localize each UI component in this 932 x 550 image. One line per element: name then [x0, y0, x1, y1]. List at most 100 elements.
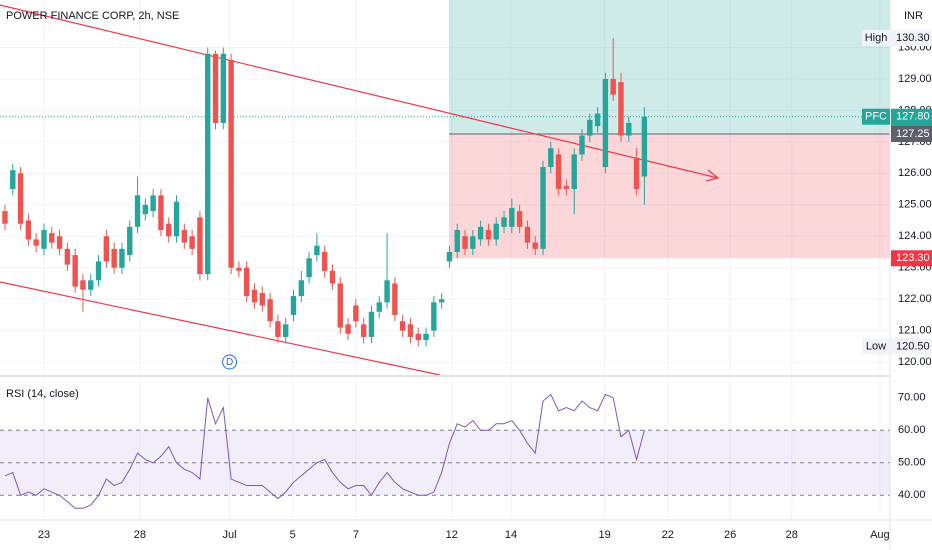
- rsi-tick-label: 50.00: [898, 457, 926, 469]
- candle-body: [173, 201, 180, 237]
- candle-body: [298, 280, 304, 297]
- candle-body: [337, 283, 343, 328]
- candle-body: [49, 233, 55, 243]
- x-tick-label: 22: [662, 529, 674, 541]
- candle-body: [33, 239, 39, 246]
- price-label-box: [891, 30, 932, 47]
- candle-body: [524, 226, 531, 243]
- target-zone: [449, 0, 890, 135]
- candle-body: [579, 135, 585, 155]
- candle-body: [282, 324, 289, 337]
- candle-body: [321, 251, 328, 271]
- candle-body: [197, 217, 203, 275]
- candle-body: [166, 223, 172, 237]
- candle-body: [306, 258, 312, 278]
- price-name-box: [862, 30, 890, 47]
- candle-body: [251, 289, 258, 303]
- candle-body: [368, 311, 375, 337]
- candle-body: [236, 267, 242, 271]
- candle-body: [17, 173, 24, 224]
- rsi-tick-label: 60.00: [898, 424, 926, 436]
- candle-body: [470, 236, 476, 249]
- candle-body: [407, 324, 414, 337]
- y-tick-label: 129.00: [898, 73, 932, 85]
- x-tick-label: Jul: [223, 529, 237, 541]
- candle-body: [399, 321, 406, 331]
- candle-body: [228, 60, 234, 268]
- candle-body: [142, 204, 149, 215]
- candle-body: [415, 333, 421, 341]
- candle-body: [103, 236, 110, 262]
- x-tick-label: 5: [290, 529, 296, 541]
- candle-body: [571, 154, 577, 190]
- candle-body: [64, 248, 71, 265]
- candle-body: [95, 261, 102, 281]
- candle-body: [212, 53, 219, 124]
- x-tick-label: 7: [353, 529, 359, 541]
- chart-title: POWER FINANCE CORP, 2h, NSE: [6, 10, 179, 22]
- candle-body: [259, 292, 266, 306]
- rsi-tick-label: 70.00: [898, 392, 926, 404]
- candle-body: [10, 170, 16, 190]
- candle-body: [485, 229, 492, 240]
- candle-body: [618, 82, 624, 136]
- candle-body: [602, 78, 609, 168]
- candle-body: [72, 255, 78, 287]
- candle-body: [127, 226, 133, 256]
- candle-body: [360, 324, 367, 337]
- candle-body: [189, 236, 195, 249]
- price-label-box: [891, 338, 932, 355]
- rsi-tick-label: 40.00: [898, 489, 926, 501]
- candle-body: [275, 321, 281, 337]
- price-name-box: [862, 338, 890, 355]
- candle-body: [516, 211, 523, 227]
- candle-body: [290, 296, 297, 315]
- candle-body: [532, 242, 538, 249]
- rsi-title: RSI (14, close): [6, 388, 79, 400]
- marks-layer: D: [0, 4, 720, 509]
- candle-body: [501, 217, 507, 227]
- candle-body: [150, 195, 156, 212]
- x-tick-label: 12: [446, 529, 458, 541]
- stop-zone: [449, 134, 890, 259]
- price-label: 127.25: [896, 128, 930, 140]
- price-name: Low: [866, 340, 886, 352]
- price-name: High: [865, 32, 888, 44]
- candle-body: [555, 154, 562, 190]
- candle-body: [594, 113, 601, 127]
- candle-body: [446, 251, 453, 262]
- candle-body: [345, 324, 351, 334]
- event-marker-text: D: [226, 357, 233, 368]
- price-label: 123.30: [896, 252, 930, 264]
- y-tick-label: 125.00: [898, 199, 932, 211]
- rsi-line: [4, 393, 645, 509]
- price-label: 127.80: [896, 111, 930, 123]
- x-tick-label: 28: [134, 529, 146, 541]
- x-tick-label: 14: [505, 529, 517, 541]
- candle-body: [41, 229, 47, 249]
- x-tick-label: 28: [786, 529, 798, 541]
- candle-body: [454, 229, 460, 252]
- trend-line-lower: [0, 281, 441, 376]
- price-name: PFC: [865, 111, 887, 123]
- y-tick-label: 122.00: [898, 293, 932, 305]
- y-tick-label: 120.00: [898, 356, 932, 368]
- candle-body: [2, 211, 8, 224]
- candle-body: [633, 157, 640, 190]
- rsi-band: [0, 430, 890, 496]
- candle-body: [587, 119, 593, 136]
- candle-body: [392, 283, 398, 315]
- trend-line-upper: [0, 4, 719, 179]
- candle-body: [477, 226, 484, 240]
- candle-body: [158, 195, 164, 230]
- candle-body: [610, 78, 616, 95]
- x-tick-label: 19: [598, 529, 610, 541]
- candle-body: [111, 248, 117, 268]
- y-tick-label: 121.00: [898, 325, 932, 337]
- candle-body: [56, 236, 63, 249]
- candle-body: [205, 53, 211, 275]
- candle-body: [493, 223, 499, 240]
